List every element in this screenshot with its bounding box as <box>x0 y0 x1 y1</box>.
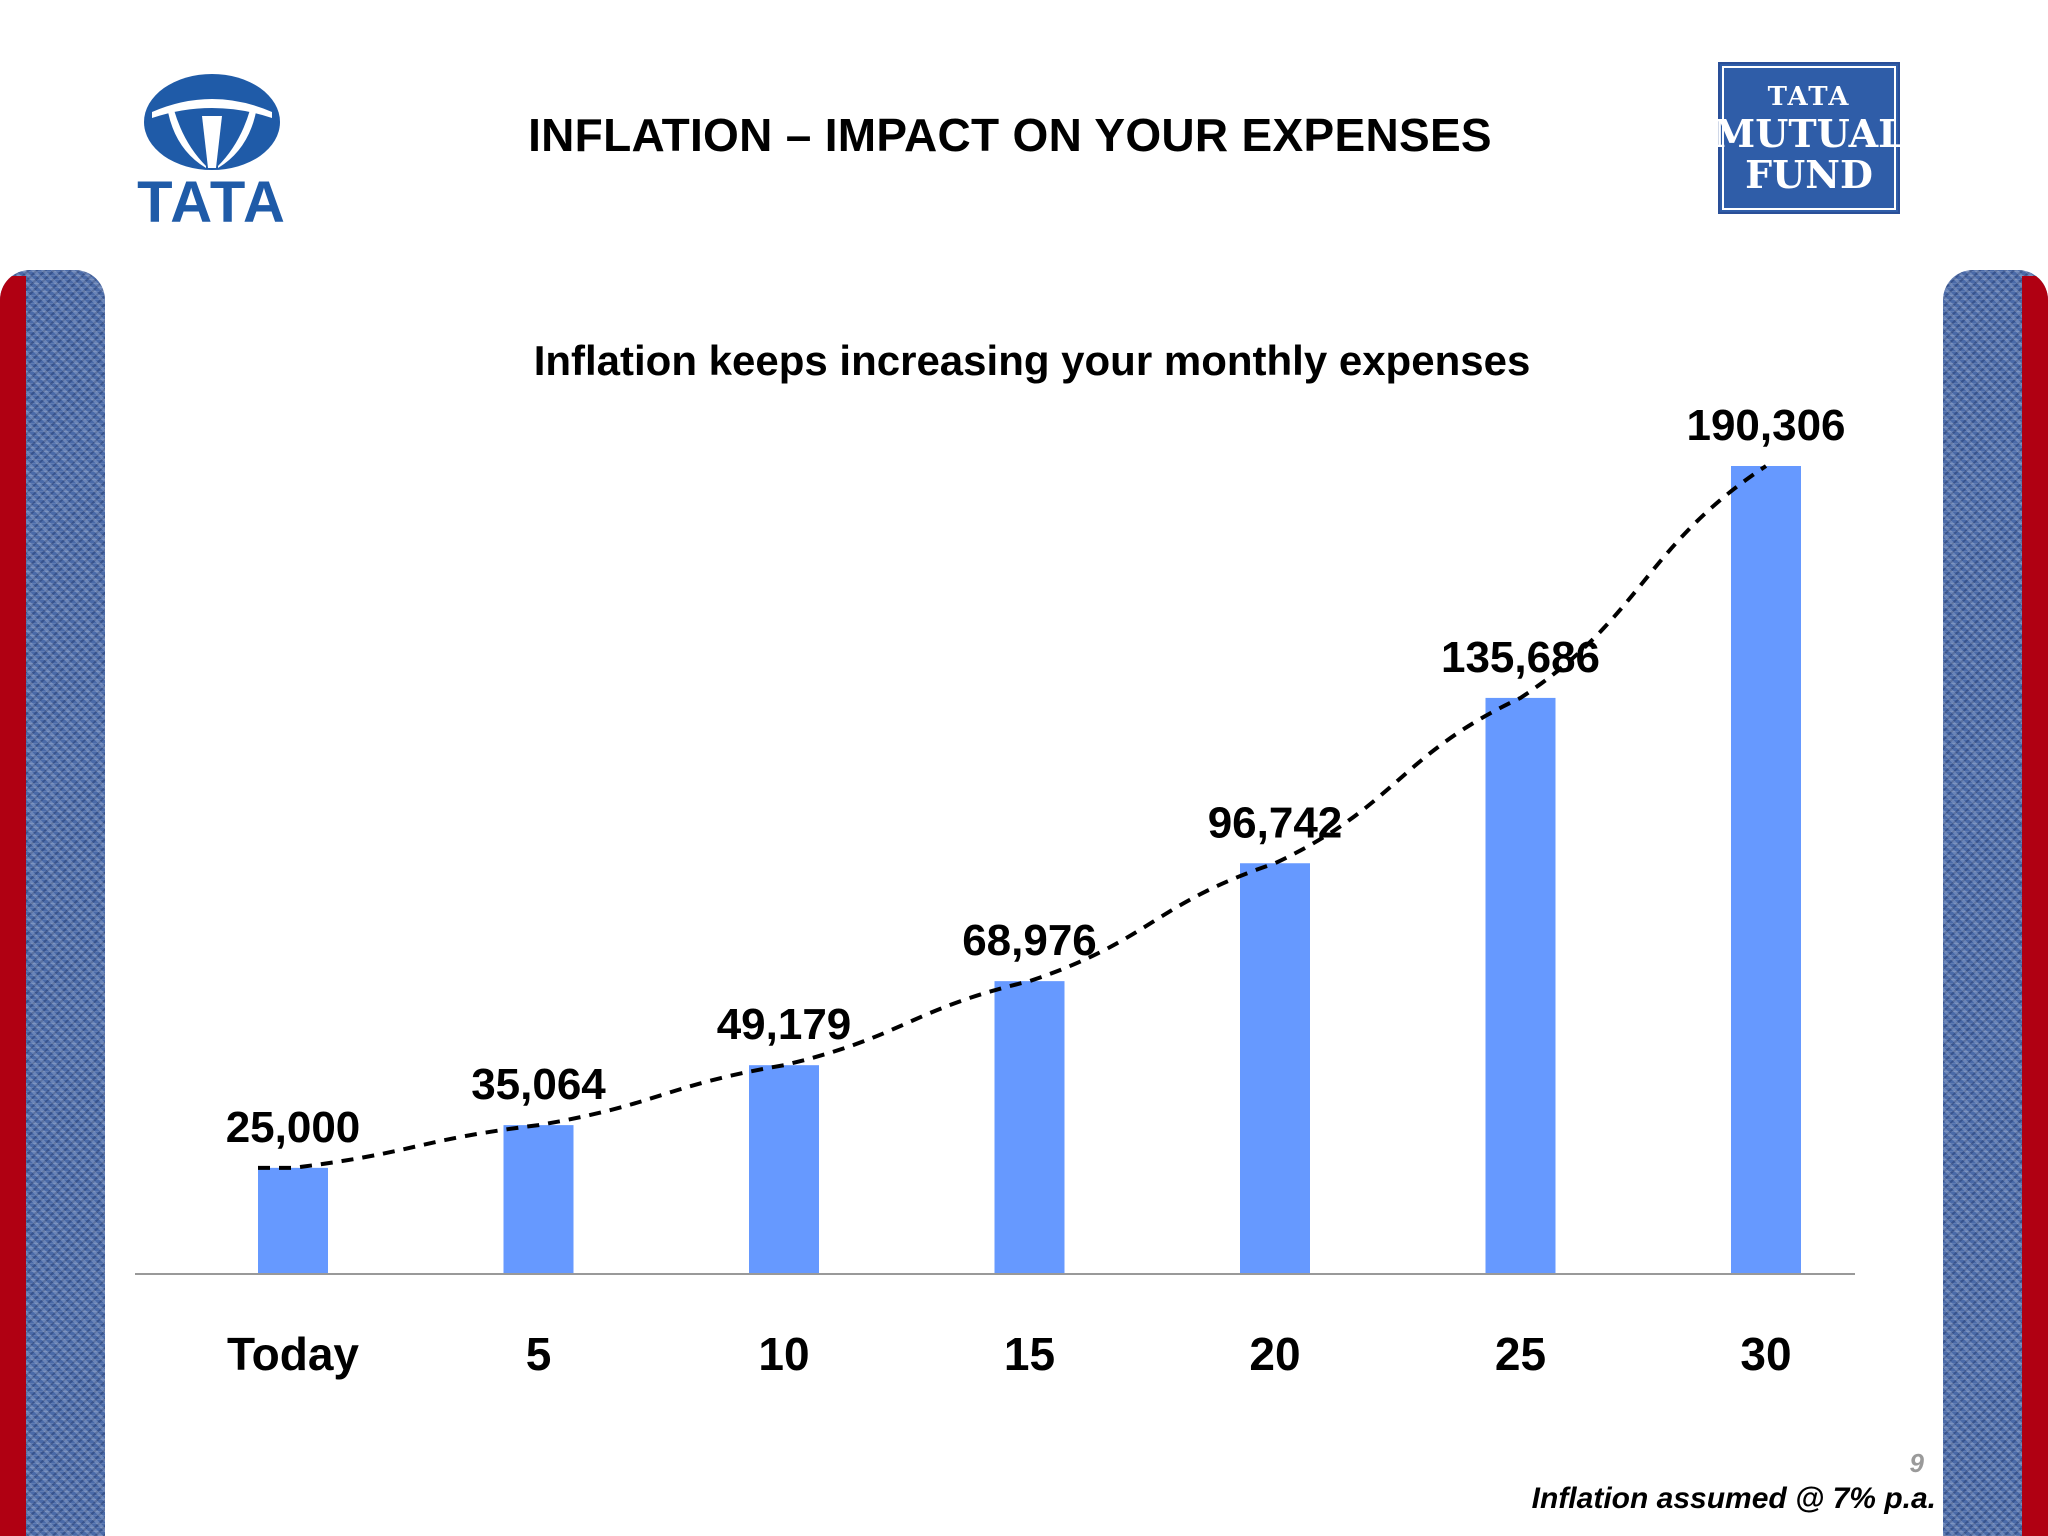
right-decorative-panel <box>1943 270 2048 1536</box>
bar-0 <box>258 1167 328 1274</box>
tmf-logo-line3: FUND <box>1745 152 1873 197</box>
inflation-footnote: Inflation assumed @ 7% p.a. <box>1531 1482 1936 1515</box>
data-label-1: 35,064 <box>471 1060 606 1109</box>
bar-1 <box>503 1125 574 1274</box>
data-label-3: 68,976 <box>962 916 1097 965</box>
x-tick-label-4: 20 <box>1249 1328 1300 1380</box>
x-tick-label-5: 25 <box>1495 1328 1546 1380</box>
page-number: 9 <box>1909 1448 1924 1478</box>
x-tick-label-6: 30 <box>1740 1328 1791 1380</box>
data-label-2: 49,179 <box>717 1000 852 1049</box>
data-label-5: 135,686 <box>1441 633 1600 682</box>
tmf-logo-line2: MUTUAL <box>1713 111 1905 156</box>
bar-2 <box>749 1065 819 1274</box>
x-tick-label-3: 15 <box>1004 1328 1055 1380</box>
tata-emblem-icon <box>144 74 280 170</box>
tata-logo-text: TATA <box>137 170 287 234</box>
data-label-4: 96,742 <box>1208 798 1343 847</box>
data-label-6: 190,306 <box>1686 401 1845 450</box>
page-title: INFLATION – IMPACT ON YOUR EXPENSES <box>528 109 1492 161</box>
left-decorative-panel <box>0 270 105 1536</box>
bar-5 <box>1485 697 1556 1274</box>
tata-logo: TATA <box>137 74 287 234</box>
trend-line <box>258 464 1768 1170</box>
left-red-stripe <box>0 276 26 1536</box>
tata-mutual-fund-logo: TATA MUTUAL FUND <box>1713 62 1905 214</box>
bar-4 <box>1240 863 1310 1274</box>
bar-6 <box>1731 466 1801 1274</box>
x-tick-label-1: 5 <box>526 1328 552 1380</box>
data-label-0: 25,000 <box>226 1103 361 1152</box>
x-tick-label-2: 10 <box>758 1328 809 1380</box>
chart-title: Inflation keeps increasing your monthly … <box>534 337 1531 384</box>
tmf-logo-line1: TATA <box>1767 82 1851 112</box>
x-tick-label-0: Today <box>227 1328 359 1380</box>
right-red-stripe <box>2022 276 2048 1536</box>
bar-3 <box>994 981 1065 1274</box>
